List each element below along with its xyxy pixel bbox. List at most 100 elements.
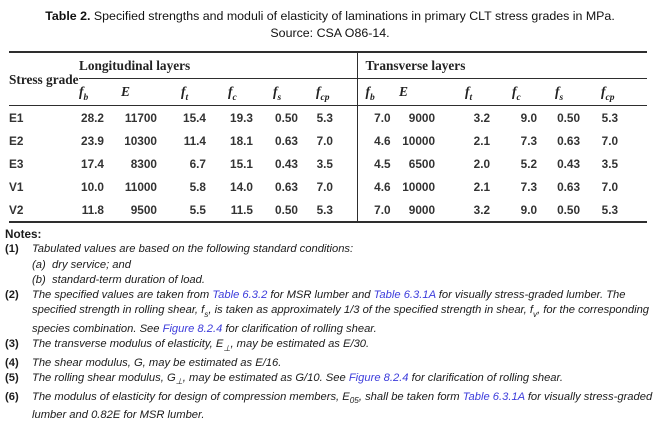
table-row-V1: V1 10.0 11000 5.8 14.0 0.63 7.0 4.6 10000 2.1 7.3 0… [9,175,647,198]
value: 18.1 [230,133,253,148]
value-cell: 7.0 [316,175,357,198]
value: 28.2 [81,110,104,125]
value-cell: 4.6 [356,175,400,198]
value-cell: 8300 [121,152,181,175]
value-cell: 0.43 [273,152,316,175]
property-symbol: fs [555,84,564,103]
note-text-segment: dry service; and [52,258,131,271]
note-text-segment: standard-term duration of load. [52,273,205,286]
value-cell: 9500 [121,198,181,222]
clt-stress-grades-table: Stress grade Longitudinal layers Transve… [9,51,648,223]
cross-reference-link[interactable]: Figure 8.2.4 [162,323,223,336]
value-cell: 7.0 [601,175,647,198]
value: 9000 [408,202,436,217]
value: 10300 [124,133,157,148]
value: 10000 [402,133,436,148]
value-cell: 7.3 [512,175,555,198]
value: 3.5 [601,156,619,171]
column-header-longitudinal-ft: ft [181,78,228,106]
value: 11.8 [81,202,104,217]
cross-reference-link[interactable]: Figure 8.2.4 [348,372,409,385]
value-cell: 3.2 [465,198,512,222]
value-cell: 11.5 [228,198,273,222]
value-cell: 18.1 [228,129,273,152]
value-cell: 11700 [121,106,181,130]
column-header-longitudinal-fs: fs [273,78,316,106]
cross-reference-link[interactable]: Table 6.3.2 [212,289,268,302]
value: 7.3 [520,133,538,148]
note-text: The transverse modulus of elasticity, E⊥… [32,337,655,356]
value-cell: 0.43 [555,152,601,175]
table-row-E1: E1 28.2 11700 15.4 19.3 0.50 5.3 7.0 9000 3.2 9.0 0… [9,105,647,130]
value-cell: 0.63 [273,129,316,152]
value-cell: 5.3 [316,106,357,130]
stress-grade-cell: E2 [9,133,24,148]
note-text: The modulus of elasticity for design of … [32,390,655,424]
notes-heading: Notes: [5,228,42,241]
note-item-4: (4) The shear modulus, G, may be estimate… [5,356,655,371]
value: 0.63 [557,179,581,194]
group-header-row: Stress grade Longitudinal layers Transve… [9,52,648,106]
value: 19.3 [230,110,253,125]
note-text-segment: Tabulated values are based on the follow… [32,243,354,256]
note-text-segment: , shall be taken form [358,390,463,403]
value-cell: 9.0 [512,198,555,222]
note-text: The specified values are taken from Tabl… [32,288,655,337]
cross-reference-link[interactable]: Table 6.3.1A [462,390,525,403]
note-number: (6) [5,390,19,403]
value-cell: 9000 [399,198,465,222]
column-header-transverse-fc: fc [512,78,556,106]
value: 0.43 [275,156,298,171]
value: 9000 [408,110,436,125]
value-cell: 19.3 [228,106,273,130]
note-text-segment: The shear modulus, G, may be estimated a… [32,356,282,369]
note-text: Tabulated values are based on the follow… [32,242,655,288]
value-cell: 9.0 [512,106,555,130]
value-cell: 11.4 [181,129,228,152]
subscript: 05 [349,395,359,405]
value: 5.3 [316,202,333,217]
note-item-1: (1) Tabulated values are based on the fol… [5,242,655,288]
value: 0.63 [275,179,298,194]
value-cell: 6.7 [181,152,228,175]
value-cell: 28.2 [79,106,121,130]
stress-grade-cell: E1 [9,110,24,125]
note-text: The shear modulus, G, may be estimated a… [32,356,655,371]
document-page: Table 2. Specified strengths and moduli … [0,8,660,421]
value-cell: 0.50 [555,198,601,222]
value-cell: 7.0 [316,129,357,152]
value: 9.0 [520,202,538,217]
note-text-segment: The specified values are taken from [32,289,213,302]
value: 11.5 [230,202,253,217]
subscript: ⊥ [223,343,231,353]
value-cell: 10300 [121,129,181,152]
value-cell: 4.6 [356,129,400,152]
value-cell: 3.5 [601,152,647,175]
value-cell: 5.8 [181,175,228,198]
property-symbol: fcp [316,84,330,103]
column-header-transverse-ft: ft [465,78,513,106]
table-caption: Table 2. Specified strengths and moduli … [0,8,660,42]
value: 17.4 [81,156,104,171]
subnote-text: dry service; and [52,258,131,273]
cross-reference-link[interactable]: Table 6.3.1A [373,289,436,302]
value: 5.3 [601,202,619,217]
value: 0.50 [557,202,581,217]
table-caption-source: Source: CSA O86-14. [270,26,390,40]
note-text-segment: , is taken as approximately 1/3 of the s… [208,304,533,317]
table-row-E2: E2 23.9 10300 11.4 18.1 0.63 7.0 4.6 10000 2.1 7.3… [9,129,647,152]
note-text-segment: for clarification of rolling shear. [222,323,377,336]
value-cell: 6500 [399,152,465,175]
subscript: v [532,309,538,319]
note-text-segment: The transverse modulus of elasticity, E [32,338,224,351]
column-header-transverse-fs: fs [555,78,602,106]
note-text-segment: The rolling shear modulus, G [32,372,176,385]
value: 3.2 [473,202,491,217]
notes-section: Notes: (1) Tabulated values are based on … [5,227,655,424]
column-header-longitudinal-fb: fb [79,78,121,106]
property-symbol: E [121,84,131,99]
note-number: (2) [5,289,19,302]
value: 7.3 [520,179,538,194]
value: 9.0 [520,110,538,125]
value-cell: 11000 [121,175,181,198]
